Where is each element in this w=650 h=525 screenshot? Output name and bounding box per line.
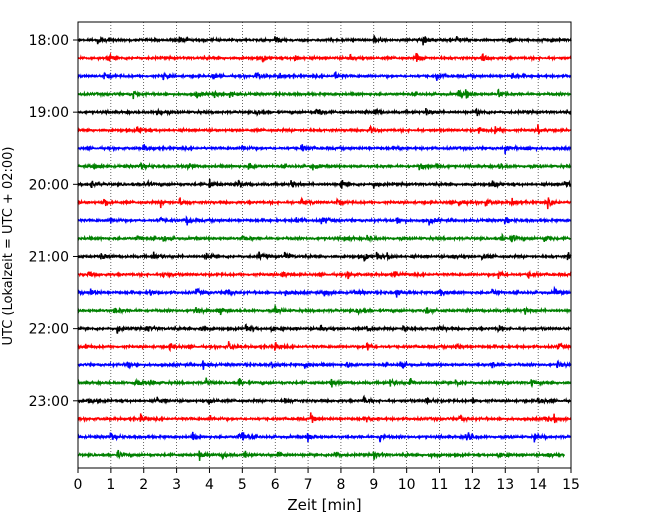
trace-2200 (77, 323, 572, 334)
trace-2045 (77, 232, 572, 244)
x-tick-label: 11 (431, 477, 449, 493)
x-tick-label: 0 (74, 477, 83, 493)
x-tick-label: 1 (106, 477, 115, 493)
plot-frame (77, 21, 572, 469)
y-tick-label: 20:00 (29, 177, 69, 193)
y-axis-label: UTC (Lokalzeit = UTC + 02:00) (1, 147, 16, 346)
y-tick-label: 19:00 (29, 105, 69, 121)
trace-1800 (77, 35, 572, 46)
trace-1945 (77, 161, 572, 172)
x-tick-label: 14 (529, 477, 547, 493)
trace-1930 (77, 143, 572, 155)
y-tick-label: 22:00 (29, 322, 69, 338)
trace-1900 (77, 107, 572, 117)
trace-2245 (77, 377, 572, 389)
x-tick-label: 10 (398, 477, 416, 493)
trace-1845 (77, 88, 572, 100)
trace-2100 (77, 251, 572, 262)
x-tick-label: 7 (304, 477, 313, 493)
trace-2330 (77, 431, 572, 443)
y-tick-label: 18:00 (29, 33, 69, 49)
grid-layer (110, 22, 539, 468)
x-tick-label: 4 (205, 477, 214, 493)
trace-2300 (77, 394, 572, 406)
x-tick-label: 12 (463, 477, 481, 493)
trace-2315 (77, 412, 572, 424)
trace-2130 (77, 285, 572, 298)
trace-2345 (77, 449, 566, 461)
x-tick-label: 2 (139, 477, 148, 493)
x-tick-label: 3 (172, 477, 181, 493)
trace-1915 (77, 124, 572, 136)
trace-2230 (77, 359, 572, 370)
trace-2145 (77, 303, 572, 316)
trace-2000 (77, 178, 572, 189)
x-tick-label: 13 (496, 477, 514, 493)
y-tick-label: 23:00 (29, 394, 69, 410)
y-tick-label: 21:00 (29, 249, 69, 265)
trace-2030 (77, 215, 572, 226)
trace-1830 (77, 71, 572, 81)
y-ticks: 18:00 19:00 20:00 21:00 22:00 23:00 (29, 33, 78, 410)
x-tick-label: 9 (369, 477, 378, 493)
trace-2115 (77, 269, 572, 280)
trace-2015 (77, 196, 572, 210)
x-axis-label: Zeit [min] (287, 496, 361, 514)
x-ticks: 0 1 2 3 4 5 6 7 8 9 10 11 12 13 14 15 (74, 468, 580, 493)
x-tick-label: 8 (336, 477, 345, 493)
trace-2215 (77, 341, 572, 353)
trace-1815 (77, 51, 572, 63)
x-tick-label: 6 (271, 477, 280, 493)
x-tick-label: 5 (238, 477, 247, 493)
x-tick-label: 15 (562, 477, 580, 493)
trace-layer (77, 35, 572, 461)
